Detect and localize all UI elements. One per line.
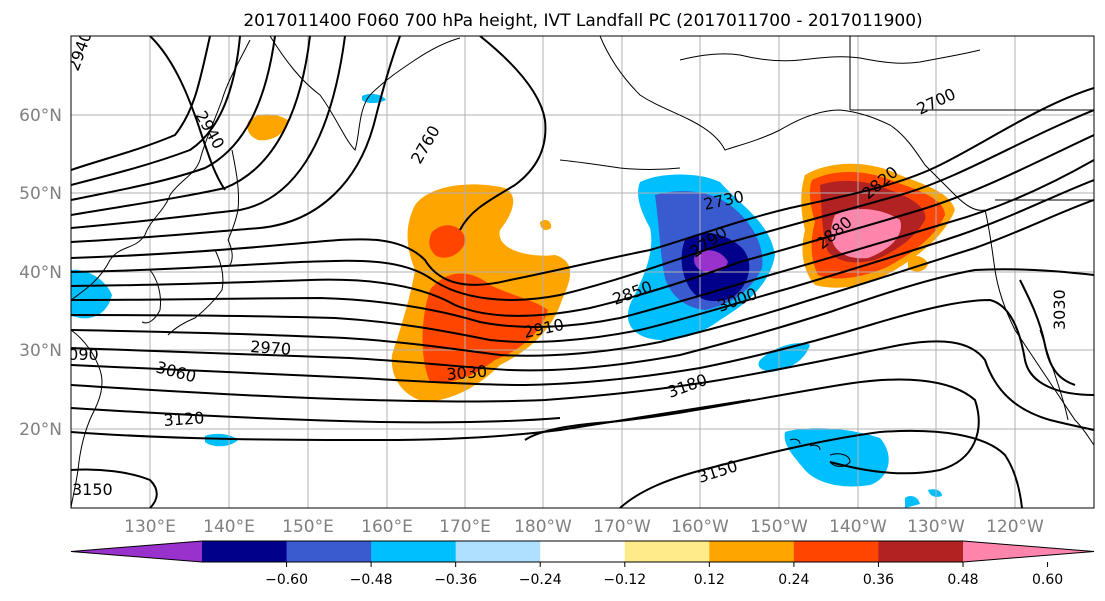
colorbar-segment [371, 541, 457, 562]
coastlines [71, 36, 1094, 508]
lat-label-30n: 30°N [19, 341, 62, 361]
asia-coastline [71, 36, 251, 301]
colorbar-segment [286, 541, 372, 562]
kamchatka-coastline [269, 36, 461, 151]
colorbar-tick-label: −0.48 [350, 572, 393, 588]
lat-label-40n: 40°N [19, 263, 62, 283]
lon-label: 170°W [593, 517, 651, 537]
lon-label: 130°E [124, 517, 176, 537]
japan-coastline [167, 239, 233, 336]
colorbar-tick-label: −0.24 [519, 572, 562, 588]
height-contours [71, 36, 1094, 508]
svg-text:3030: 3030 [1050, 289, 1069, 330]
colorbar-tick-label: −0.60 [265, 572, 308, 588]
strong-anomaly-north-lobe [429, 225, 466, 258]
negative-anomaly-west-coast [71, 269, 112, 319]
map-title: 2017011400 F060 700 hPa height, IVT Land… [243, 11, 922, 31]
negative-anomaly-south [905, 496, 920, 508]
lon-label: 170°E [439, 517, 491, 537]
colorbar-tick-label: −0.12 [603, 572, 646, 588]
svg-text:2970: 2970 [250, 337, 292, 359]
svg-text:3030: 3030 [446, 362, 488, 384]
aleutians [559, 159, 681, 170]
colorbar-tick-label: −0.36 [434, 572, 477, 588]
colorbar-extend-low [71, 541, 202, 562]
svg-text:3150: 3150 [72, 480, 113, 499]
colorbar-segment [202, 541, 288, 562]
graticule [71, 36, 1094, 508]
colorbar-extend-high [963, 541, 1094, 562]
colorbar: −0.60 −0.48 −0.36 −0.24 −0.12 0.12 0.24 0.36 0.4… [70, 540, 1095, 588]
colorbar-tick-label: 0.60 [1032, 572, 1063, 588]
colorbar-segment [455, 541, 541, 562]
colorbar-tick-label: 0.48 [947, 572, 978, 588]
north-america-coastline [984, 209, 1094, 446]
latitude-labels: 60°N 50°N 40°N 30°N 20°N [19, 106, 62, 440]
canada-border [849, 36, 1094, 111]
lon-label: 180°W [514, 517, 572, 537]
lon-label: 140°E [203, 517, 255, 537]
colorbar-tick-label: 0.12 [694, 572, 725, 588]
negative-anomaly-hawaii [784, 428, 889, 487]
colorbar-segment [878, 541, 964, 562]
colorbar-segment [793, 541, 879, 562]
svg-text:3120: 3120 [163, 408, 205, 430]
arctic-coastline [679, 49, 981, 64]
longitude-labels: 130°E 140°E 150°E 160°E 170°E 180°W 170°… [124, 517, 1044, 537]
hawaii-islands [789, 438, 851, 467]
lat-label-20n: 20°N [19, 420, 62, 440]
colorbar-outline [70, 540, 1095, 563]
lat-label-60n: 60°N [19, 106, 62, 126]
map-border [70, 35, 1095, 509]
colorbar-segment [709, 541, 795, 562]
lon-label: 150°W [750, 517, 808, 537]
lon-label: 160°W [671, 517, 729, 537]
lat-label-50n: 50°N [19, 184, 62, 204]
lon-label: 120°W [986, 517, 1044, 537]
negative-anomaly-south2 [928, 489, 942, 497]
negative-anomaly-center [694, 250, 728, 273]
svg-text:3090: 3090 [58, 345, 99, 364]
lon-label: 150°E [282, 517, 334, 537]
korea-coastline [141, 269, 161, 324]
lon-label: 160°E [361, 517, 413, 537]
china-coastline [71, 329, 103, 508]
colorbar-segment [540, 541, 626, 562]
colorbar-tick-label: 0.24 [778, 572, 809, 588]
negative-anomaly-small-west [205, 433, 238, 447]
lon-label: 140°W [829, 517, 887, 537]
alaska-coastline [599, 36, 986, 211]
small-anomaly-west [247, 114, 288, 141]
colorbar-segment [624, 541, 710, 562]
lon-label: 130°W [907, 517, 965, 537]
colorbar-tick-label: 0.36 [863, 572, 894, 588]
